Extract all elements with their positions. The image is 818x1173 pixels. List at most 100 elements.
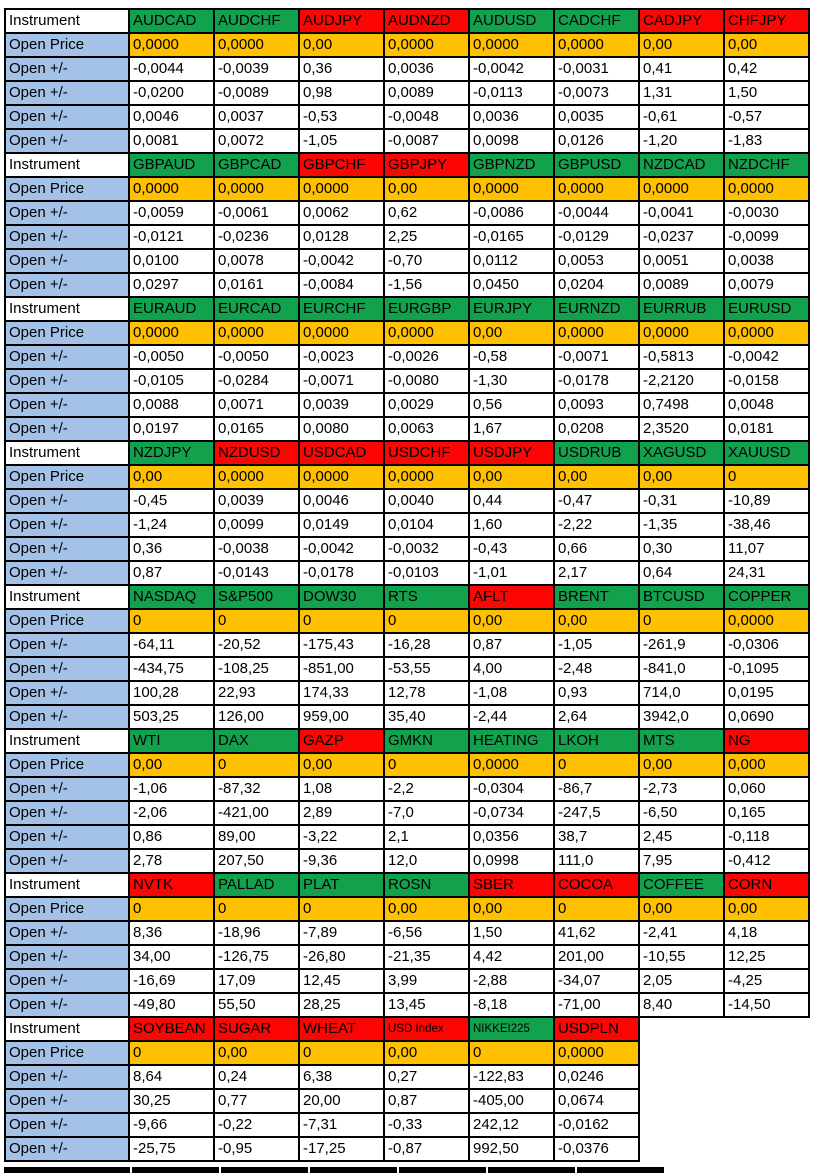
open-price-cell: 0,00 — [383, 176, 470, 202]
open-price-cell: 0,0000 — [213, 32, 300, 58]
open-delta-cell: -7,0 — [383, 800, 470, 826]
open-delta-row: Open +/- -25,75 -0,95 -17,25 -0,87 992,50 -0,0… — [4, 1136, 809, 1162]
open-price-cell: 0,0000 — [298, 464, 385, 490]
open-price-cell: 0,0000 — [213, 176, 300, 202]
instrument-header-row: Instrument NVTK PALLAD PLAT ROSN SBER COCOA COF… — [4, 872, 810, 898]
open-delta-cell: 0,42 — [723, 56, 810, 82]
open-delta-cell: 7,95 — [638, 848, 725, 874]
open-price-cell: 0,0000 — [383, 464, 470, 490]
instrument-header-row: Instrument GBPAUD GBPCAD GBPCHF GBPJPY GBPNZD… — [4, 152, 810, 178]
open-delta-row-label: Open +/- — [4, 368, 130, 394]
open-delta-cell: 0,64 — [638, 560, 725, 586]
open-price-row: Open Price 0,0000 0,0000 0,0000 0,0000 0,00 0,… — [4, 320, 810, 346]
open-delta-cell: -0,0089 — [213, 80, 300, 106]
open-delta-cell: -71,00 — [553, 992, 640, 1018]
open-delta-cell: 0,66 — [553, 536, 640, 562]
open-delta-row: Open +/- -0,0200 -0,0089 0,98 0,0089 -0,0113-… — [4, 80, 810, 106]
open-price-cell: 0,00 — [638, 464, 725, 490]
open-delta-cell: -0,0071 — [553, 344, 640, 370]
open-delta-cell: 0,0089 — [383, 80, 470, 106]
instrument-header-cell: XAGUSD — [638, 440, 725, 466]
open-price-cell: 0 — [213, 752, 300, 778]
instrument-row-label: Instrument — [4, 1016, 130, 1042]
open-delta-cell: -2,22 — [553, 512, 640, 538]
open-delta-row-label: Open +/- — [4, 944, 130, 970]
instrument-header-cell: USDCAD — [298, 440, 385, 466]
open-delta-row-label: Open +/- — [4, 992, 130, 1018]
open-delta-cell: -0,0178 — [298, 560, 385, 586]
instrument-header-cell: PALLAD — [213, 872, 300, 898]
open-delta-cell: -0,0304 — [468, 776, 555, 802]
open-delta-cell: -0,1095 — [723, 656, 810, 682]
open-delta-cell: -17,25 — [298, 1136, 385, 1162]
open-delta-row: Open +/- -64,11 -20,52 -175,43 -16,28 0,87 -1,… — [4, 632, 810, 658]
open-delta-cell: 0,87 — [128, 560, 215, 586]
open-delta-cell: -1,08 — [468, 680, 555, 706]
open-delta-cell: -38,46 — [723, 512, 810, 538]
open-delta-row-label: Open +/- — [4, 104, 130, 130]
open-delta-cell: 0,0998 — [468, 848, 555, 874]
open-delta-cell: 34,00 — [128, 944, 215, 970]
open-price-cell: 0 — [128, 1040, 215, 1066]
open-price-row-label: Open Price — [4, 464, 130, 490]
open-delta-cell: 174,33 — [298, 680, 385, 706]
open-delta-cell: -0,0236 — [213, 224, 300, 250]
open-delta-cell: -18,96 — [213, 920, 300, 946]
open-delta-row-label: Open +/- — [4, 56, 130, 82]
instrument-header-cell: LKOH — [553, 728, 640, 754]
open-delta-cell: -0,0143 — [213, 560, 300, 586]
open-delta-cell: -122,83 — [468, 1064, 555, 1090]
open-delta-cell: -1,56 — [383, 272, 470, 298]
open-price-cell: 0,00 — [213, 1040, 300, 1066]
open-delta-cell: 0,41 — [638, 56, 725, 82]
instrument-header-cell: CHFJPY — [723, 8, 810, 34]
open-price-cell: 0,0000 — [638, 320, 725, 346]
instrument-header-cell: USDPLN — [553, 1016, 640, 1042]
open-delta-cell: 0,0181 — [723, 416, 810, 442]
open-delta-row: Open +/- 503,25 126,00 959,00 35,40 -2,44 2,64… — [4, 704, 810, 730]
open-price-cell: 0,0000 — [213, 464, 300, 490]
open-delta-cell: 12,78 — [383, 680, 470, 706]
open-delta-row: Open +/- -0,45 0,0039 0,0046 0,0040 0,44 -0,47… — [4, 488, 810, 514]
instrument-header-cell: GBPAUD — [128, 152, 215, 178]
open-delta-cell: 22,93 — [213, 680, 300, 706]
open-delta-row-label: Open +/- — [4, 224, 130, 250]
open-delta-row-label: Open +/- — [4, 1136, 130, 1162]
open-delta-row: Open +/- 34,00 -126,75 -26,80 -21,35 4,42 201,… — [4, 944, 810, 970]
open-delta-cell: -0,0023 — [298, 344, 385, 370]
open-price-cell: 0,00 — [638, 32, 725, 58]
open-delta-row-label: Open +/- — [4, 704, 130, 730]
open-delta-cell: -0,0042 — [723, 344, 810, 370]
open-delta-cell: 89,00 — [213, 824, 300, 850]
open-delta-cell: 0,0161 — [213, 272, 300, 298]
open-delta-cell: 1,50 — [468, 920, 555, 946]
open-delta-cell: 0,0098 — [468, 128, 555, 154]
open-delta-row: Open +/- -0,0059 -0,0061 0,0062 0,62 -0,0086-… — [4, 200, 810, 226]
open-price-row: Open Price 0,0000 0,0000 0,00 0,0000 0,0000 0,… — [4, 32, 810, 58]
open-delta-cell: -1,20 — [638, 128, 725, 154]
open-delta-row: Open +/- 30,25 0,77 20,00 0,87 -405,00 0,0674 — [4, 1088, 809, 1114]
open-delta-cell: 1,31 — [638, 80, 725, 106]
open-delta-cell: -0,87 — [383, 1136, 470, 1162]
open-delta-cell: -1,24 — [128, 512, 215, 538]
open-price-cell: 0,00 — [298, 32, 385, 58]
open-delta-cell: -421,00 — [213, 800, 300, 826]
open-delta-cell: 100,28 — [128, 680, 215, 706]
open-delta-row: Open +/- 0,87 -0,0143 -0,0178 -0,0103 -1,01 2,… — [4, 560, 810, 586]
open-delta-cell: 0,0088 — [128, 392, 215, 418]
instrument-header-cell: ROSN — [383, 872, 470, 898]
open-delta-cell: -2,2120 — [638, 368, 725, 394]
instrument-header-cell: EURRUB — [638, 296, 725, 322]
open-delta-cell: -0,0306 — [723, 632, 810, 658]
open-delta-cell: -0,0059 — [128, 200, 215, 226]
open-price-cell: 0,00 — [553, 464, 640, 490]
instrument-header-cell: EURCAD — [213, 296, 300, 322]
open-delta-cell: 0,0046 — [298, 488, 385, 514]
instrument-header-cell: WTI — [128, 728, 215, 754]
open-delta-cell: 0,98 — [298, 80, 385, 106]
open-price-cell: 0,0000 — [553, 320, 640, 346]
open-delta-row: Open +/- 8,64 0,24 6,38 0,27 -122,83 0,0246 — [4, 1064, 809, 1090]
instrument-header-cell: USD Index — [383, 1016, 470, 1042]
open-delta-cell: -0,0087 — [383, 128, 470, 154]
cutoff-cell-top-border — [399, 1167, 486, 1173]
